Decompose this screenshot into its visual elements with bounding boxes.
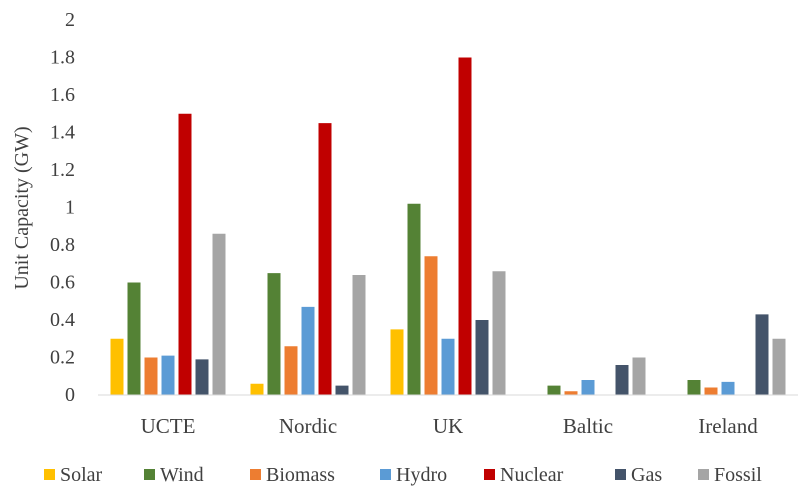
bar-wind-ucte bbox=[127, 282, 141, 395]
bar-fossil-baltic bbox=[632, 357, 646, 395]
bar-fossil-ucte bbox=[212, 233, 226, 395]
bar-biomass-nordic bbox=[284, 346, 298, 395]
x-axis-ticks: UCTE Nordic UK Baltic Ireland bbox=[141, 414, 759, 438]
legend-label-hydro: Hydro bbox=[396, 464, 447, 486]
y-axis-ticks: 0 0.2 0.4 0.6 0.8 1 1.2 1.4 1.6 1.8 2 bbox=[50, 9, 75, 406]
x-tick-label: UCTE bbox=[141, 414, 196, 438]
legend-label-solar: Solar bbox=[60, 464, 103, 486]
bar-hydro-nordic bbox=[301, 306, 315, 395]
bars bbox=[110, 57, 786, 395]
y-tick-label: 0 bbox=[65, 384, 75, 406]
y-axis-label: Unit Capacity (GW) bbox=[11, 126, 33, 289]
x-tick-label: Nordic bbox=[279, 414, 337, 438]
bar-solar-uk bbox=[390, 329, 404, 395]
bar-hydro-uk bbox=[441, 338, 455, 395]
bar-biomass-uk bbox=[424, 256, 438, 395]
bar-biomass-ucte bbox=[144, 357, 158, 395]
bar-nuclear-ucte bbox=[178, 113, 192, 395]
legend-label-biomass: Biomass bbox=[266, 464, 335, 486]
legend-swatch-solar bbox=[44, 469, 55, 480]
bar-gas-ucte bbox=[195, 359, 209, 395]
bar-biomass-ireland bbox=[704, 387, 718, 395]
bar-gas-ireland bbox=[755, 314, 769, 395]
bar-wind-baltic bbox=[547, 385, 561, 395]
legend-swatch-fossil bbox=[698, 469, 709, 480]
legend-swatch-gas bbox=[615, 469, 626, 480]
legend-swatch-biomass bbox=[250, 469, 261, 480]
bar-gas-uk bbox=[475, 320, 489, 395]
y-tick-label: 1.6 bbox=[50, 84, 75, 106]
bar-wind-uk bbox=[407, 203, 421, 395]
legend-label-wind: Wind bbox=[160, 464, 204, 486]
bar-wind-nordic bbox=[267, 273, 281, 395]
y-tick-label: 1.4 bbox=[50, 122, 75, 144]
bar-hydro-ucte bbox=[161, 355, 175, 395]
bar-biomass-baltic bbox=[564, 391, 578, 395]
y-tick-label: 0.8 bbox=[50, 234, 75, 256]
legend-label-nuclear: Nuclear bbox=[500, 464, 564, 486]
y-tick-label: 0.2 bbox=[50, 347, 75, 369]
legend-swatch-wind bbox=[144, 469, 155, 480]
legend-swatch-hydro bbox=[380, 469, 391, 480]
bar-solar-nordic bbox=[250, 383, 264, 395]
bar-hydro-ireland bbox=[721, 381, 735, 395]
legend: Solar Wind Biomass Hydro Nuclear Gas Fossil bbox=[44, 464, 762, 486]
y-tick-label: 1 bbox=[65, 197, 75, 219]
y-tick-label: 1.8 bbox=[50, 47, 75, 69]
legend-swatch-nuclear bbox=[484, 469, 495, 480]
bar-hydro-baltic bbox=[581, 380, 595, 395]
legend-label-fossil: Fossil bbox=[714, 464, 762, 486]
y-tick-label: 0.4 bbox=[50, 309, 75, 331]
bar-fossil-nordic bbox=[352, 275, 366, 395]
y-tick-label: 0.6 bbox=[50, 272, 75, 294]
bar-gas-nordic bbox=[335, 385, 349, 395]
x-tick-label: Baltic bbox=[563, 414, 613, 438]
legend-label-gas: Gas bbox=[631, 464, 662, 486]
bar-wind-ireland bbox=[687, 380, 701, 395]
x-tick-label: Ireland bbox=[698, 414, 758, 438]
bar-fossil-ireland bbox=[772, 338, 786, 395]
bar-fossil-uk bbox=[492, 271, 506, 395]
y-tick-label: 1.2 bbox=[50, 159, 75, 181]
bar-gas-baltic bbox=[615, 365, 629, 395]
bar-solar-ucte bbox=[110, 338, 124, 395]
y-tick-label: 2 bbox=[65, 9, 75, 31]
bar-nuclear-uk bbox=[458, 57, 472, 395]
bar-nuclear-nordic bbox=[318, 123, 332, 395]
x-tick-label: UK bbox=[433, 414, 463, 438]
